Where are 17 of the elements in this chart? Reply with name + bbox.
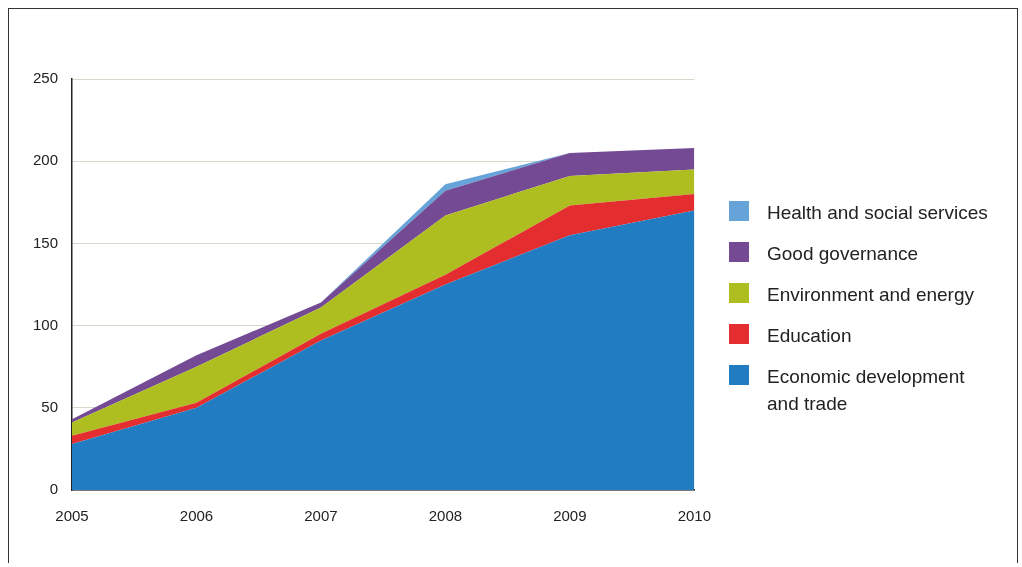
legend-label: Education [767, 324, 853, 348]
legend-label: Health and social services [767, 201, 989, 225]
legend-label: Economic development and trade [767, 365, 966, 416]
y-tick-label: 0 [49, 480, 59, 498]
y-tick-label: 250 [33, 69, 59, 87]
legend-label: Good governance [767, 242, 920, 266]
x-tick-label: 2010 [677, 507, 711, 525]
y-tick-label: 150 [33, 233, 59, 251]
x-tick-label: 2008 [428, 507, 463, 525]
x-tick-label: 2005 [55, 507, 89, 525]
y-tick-label: 50 [41, 397, 59, 415]
x-tick-label: 2009 [553, 507, 587, 525]
y-tick-label: 100 [33, 315, 59, 333]
x-tick-label: 2006 [179, 507, 214, 525]
legend-label: Environment and energy [767, 283, 975, 307]
x-tick-label: 2007 [304, 507, 338, 525]
y-tick-label: 200 [33, 151, 59, 169]
